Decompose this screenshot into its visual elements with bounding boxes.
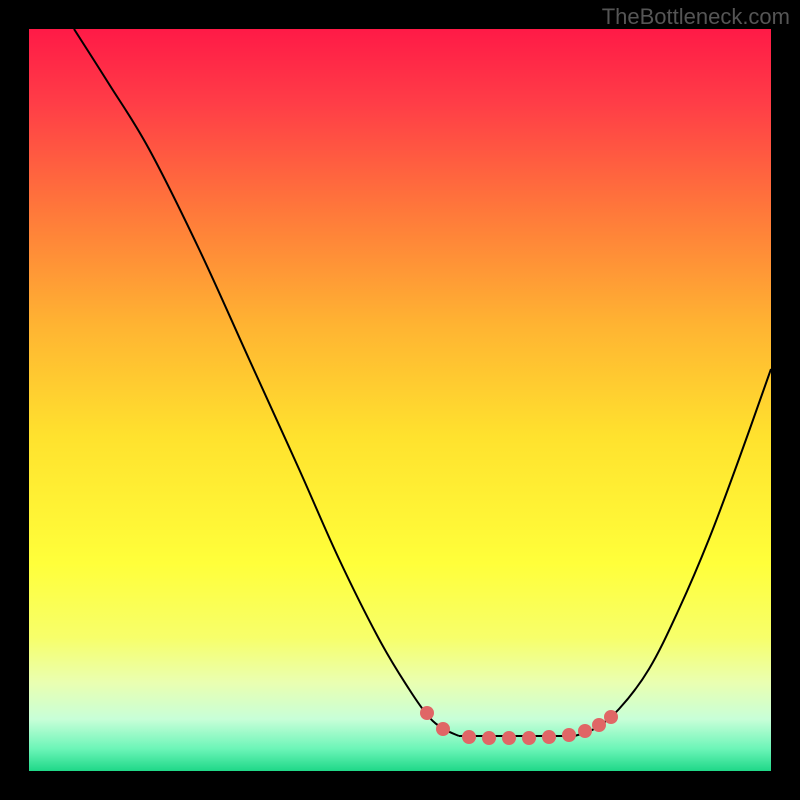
- marker-point: [502, 731, 516, 745]
- marker-point: [542, 730, 556, 744]
- curve-right-limb: [574, 369, 771, 736]
- marker-point: [604, 710, 618, 724]
- marker-point: [578, 724, 592, 738]
- watermark-text: TheBottleneck.com: [602, 4, 790, 30]
- marker-point: [562, 728, 576, 742]
- marker-point: [482, 731, 496, 745]
- marker-point: [592, 718, 606, 732]
- marker-point: [436, 722, 450, 736]
- plot-layer: [29, 29, 771, 771]
- chart-container: TheBottleneck.com: [0, 0, 800, 800]
- curve-left-limb: [74, 29, 459, 736]
- highlight-markers: [420, 706, 618, 745]
- marker-point: [462, 730, 476, 744]
- marker-point: [522, 731, 536, 745]
- marker-point: [420, 706, 434, 720]
